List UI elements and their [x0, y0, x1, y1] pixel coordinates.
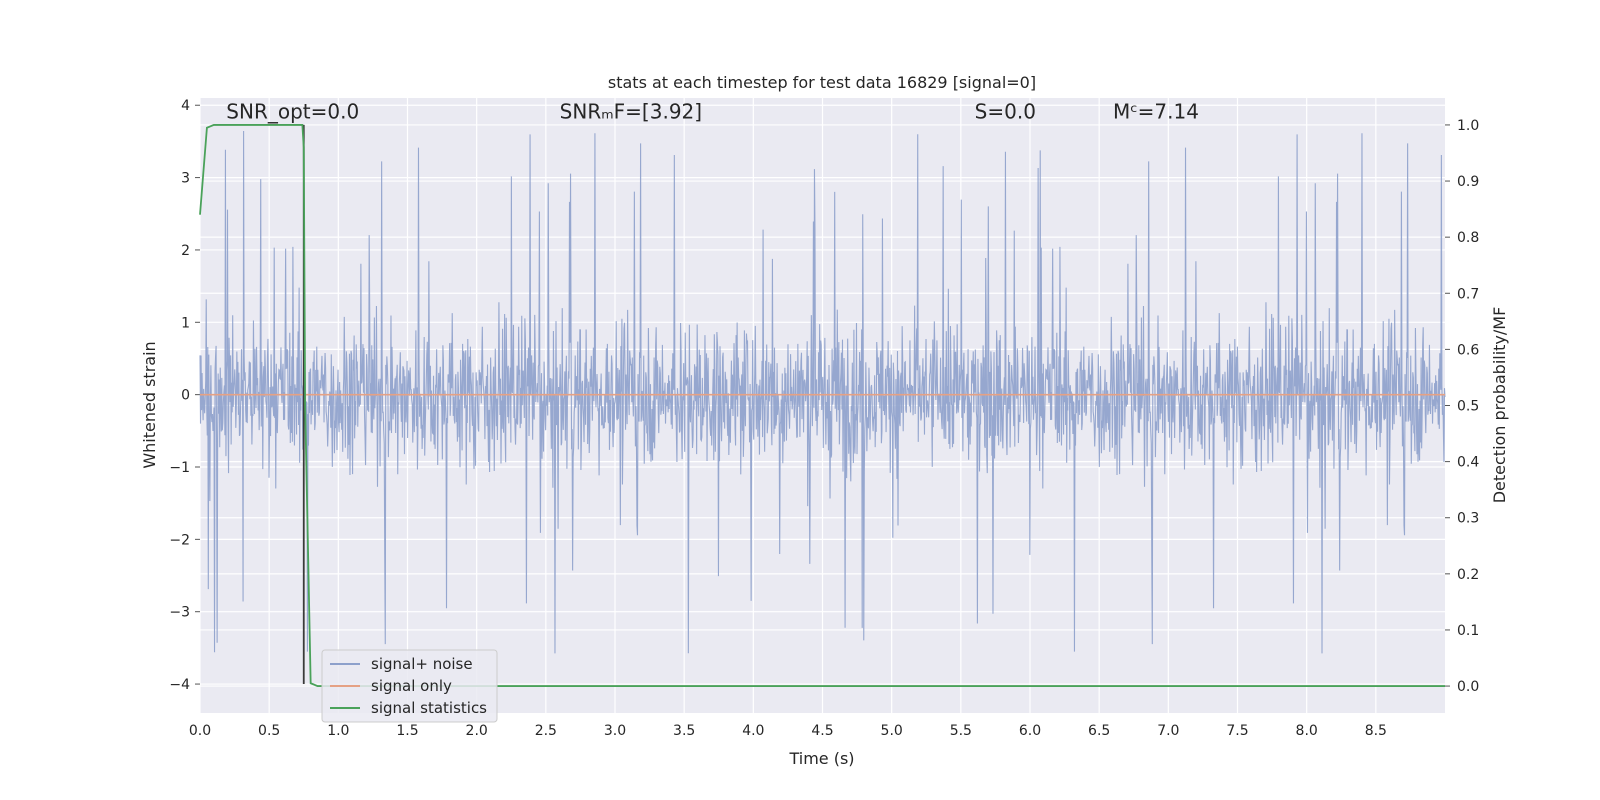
- x-tick-label: 7.0: [1157, 723, 1179, 739]
- y-tick-label: 3: [181, 171, 190, 187]
- annotation-mc: Mᶜ=7.14: [1113, 99, 1199, 123]
- y-tick-label: −4: [169, 677, 190, 693]
- x-tick-label: 5.0: [881, 723, 903, 739]
- x-tick-label: 7.5: [1226, 723, 1248, 739]
- series-signal-noise: [199, 131, 1446, 654]
- y2-tick-label: 0.7: [1457, 286, 1479, 302]
- legend-label-signal-noise: signal+ noise: [371, 655, 473, 673]
- chart-title: stats at each timestep for test data 168…: [608, 73, 1036, 92]
- legend-label-signal-statistics: signal statistics: [371, 699, 487, 717]
- x-tick-label: 1.5: [396, 723, 418, 739]
- y-tick-label: 2: [181, 243, 190, 259]
- y2-tick-label: 0.3: [1457, 511, 1479, 527]
- legend-label-signal-only: signal only: [371, 677, 452, 695]
- x-axis-label: Time (s): [788, 749, 854, 768]
- y2-tick-label: 0.1: [1457, 623, 1479, 639]
- x-tick-label: 4.5: [811, 723, 833, 739]
- legend-box: [321, 649, 498, 723]
- x-tick-label: 1.0: [327, 723, 349, 739]
- x-tick-label: 0.5: [258, 723, 280, 739]
- y2-tick-label: 0.5: [1457, 399, 1479, 415]
- y-tick-label: −1: [169, 460, 190, 476]
- x-tick-label: 2.0: [466, 723, 488, 739]
- y2-tick-labels: 1.0 0.9 0.8 0.7 0.6 0.5 0.4 0.3 0.2 0.1 0.0: [1457, 118, 1479, 695]
- x-tick-label: 6.0: [1019, 723, 1041, 739]
- y-tick-label: 4: [181, 98, 190, 114]
- annotations: SNR_opt=0.0 SNRₘF=[3.92] S=0.0 Mᶜ=7.14: [226, 99, 1199, 123]
- x-tick-label: 2.5: [535, 723, 557, 739]
- y2-tick-label: 0.8: [1457, 230, 1479, 246]
- annotation-snr-opt: SNR_opt=0.0: [226, 99, 359, 123]
- x-tick-label: 3.0: [604, 723, 626, 739]
- y2-tick-label: 0.6: [1457, 342, 1479, 358]
- y-tick-labels: 4 3 2 1 0 −1 −2 −3 −4: [169, 98, 190, 693]
- y2-tick-label: 0.2: [1457, 567, 1479, 583]
- x-tick-label: 0.0: [189, 723, 211, 739]
- y2-tick-label: 0.0: [1457, 679, 1479, 695]
- x-tick-label: 3.5: [673, 723, 695, 739]
- y2-tick-label: 0.4: [1457, 455, 1479, 471]
- y2-axis-label: Detection probability/MF: [1490, 307, 1509, 504]
- x-tick-label: 8.5: [1365, 723, 1387, 739]
- y-tick-label: 0: [181, 388, 190, 404]
- annotation-snr-mf: SNRₘF=[3.92]: [560, 99, 702, 123]
- x-tick-label: 5.5: [950, 723, 972, 739]
- y2-tick-label: 0.9: [1457, 174, 1479, 190]
- x-tick-label: 4.0: [742, 723, 764, 739]
- y-tick-label: −3: [169, 605, 190, 621]
- y-tick-label: −2: [169, 532, 190, 548]
- y-axis-label: Whitened strain: [140, 341, 159, 468]
- signal-statistics-line: [199, 124, 1445, 687]
- x-tick-label: 6.5: [1088, 723, 1110, 739]
- legend: signal+ noise signal only signal statist…: [321, 649, 498, 723]
- signal-noise-line: [199, 131, 1446, 654]
- x-tick-labels: 0.0 0.5 1.0 1.5 2.0 2.5 3.0 3.5 4.0 4.5 5.0 5.5 6.0 6…: [189, 723, 1387, 739]
- series-signal-statistics: [199, 124, 1445, 687]
- y2-tick-label: 1.0: [1457, 118, 1479, 134]
- annotation-s-stat: S=0.0: [975, 99, 1036, 123]
- y-tick-label: 1: [181, 315, 190, 331]
- x-tick-label: 8.0: [1296, 723, 1318, 739]
